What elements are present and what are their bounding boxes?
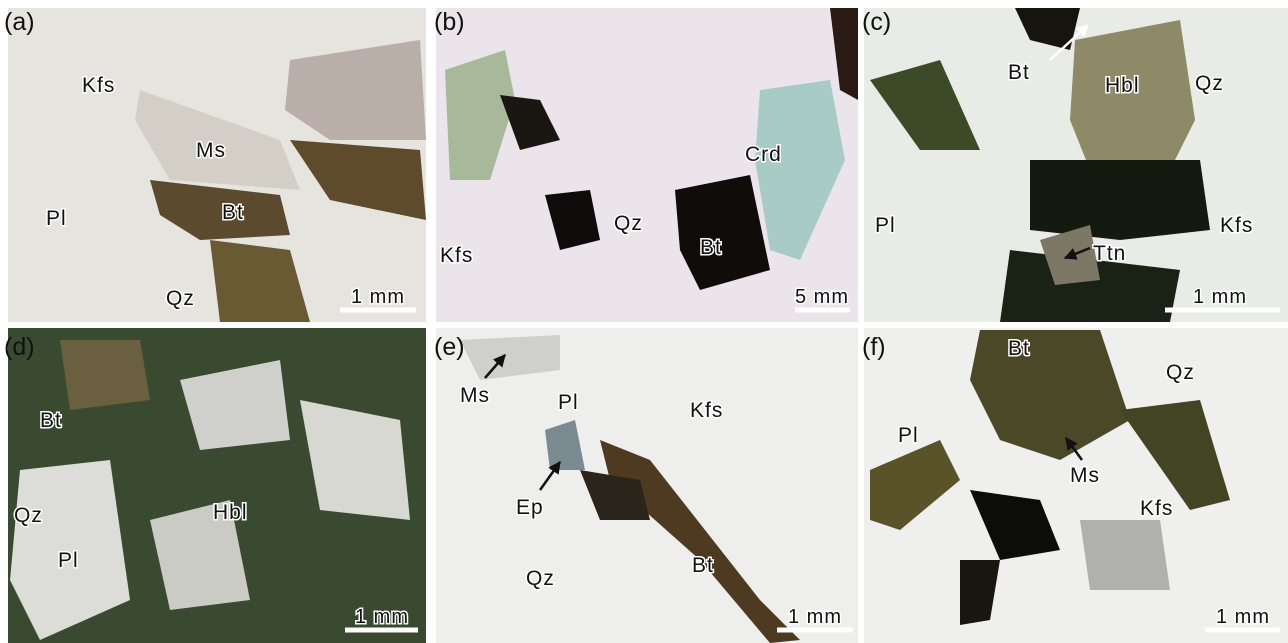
mineral-label: Pl <box>898 424 919 447</box>
mineral-label: Kfs <box>1220 214 1253 237</box>
scale-label: 1 mm <box>788 606 842 628</box>
mineral-label: Kfs <box>690 399 723 422</box>
figure: (a) Kfs Ms Pl Bt Qz 1 mm (b) Crd Qz Bt K… <box>0 0 1288 643</box>
mineral-label: Pl <box>875 214 896 237</box>
mineral-label: Kfs <box>82 74 115 97</box>
scale-label: 1 mm <box>1193 286 1247 308</box>
mineral-label: Crd <box>745 143 782 166</box>
mineral-label: Qz <box>166 287 195 310</box>
mineral-label: Hbl <box>213 501 248 524</box>
grain <box>1030 160 1210 240</box>
mineral-label: Bt <box>222 201 244 224</box>
grain <box>60 340 150 410</box>
mineral-label: Ep <box>516 496 544 519</box>
micrograph-b <box>436 8 858 322</box>
scale-label: 5 mm <box>795 286 849 308</box>
scale-label: 1 mm <box>355 606 409 628</box>
mineral-label: Pl <box>558 391 579 414</box>
mineral-label: Ms <box>196 139 226 162</box>
mineral-label: Qz <box>526 567 555 590</box>
mineral-label: Qz <box>614 212 643 235</box>
mineral-label: Ms <box>460 384 490 407</box>
micrograph-a <box>8 8 426 322</box>
mineral-label: Bt <box>692 554 714 577</box>
panel-label: (d) <box>4 333 35 361</box>
mineral-label: Pl <box>58 549 79 572</box>
micrograph-c <box>864 8 1288 322</box>
scale-label: 1 mm <box>1216 606 1270 628</box>
mineral-label: Ms <box>1070 464 1100 487</box>
mineral-label: Pl <box>46 207 67 230</box>
panel-label: (e) <box>434 333 465 361</box>
mineral-label: Hbl <box>1105 74 1140 97</box>
mineral-label: Bt <box>40 409 62 432</box>
scale-label: 1 mm <box>351 286 405 308</box>
mineral-label: Qz <box>1166 361 1195 384</box>
mineral-label: Bt <box>1008 337 1030 360</box>
panel-label: (c) <box>862 8 891 36</box>
mineral-label: Kfs <box>1140 497 1173 520</box>
mineral-label: Qz <box>1195 72 1224 95</box>
panel-label: (b) <box>434 8 465 36</box>
panel-label: (a) <box>4 8 35 36</box>
mineral-label: Qz <box>14 504 43 527</box>
mineral-label: Ttn <box>1093 242 1126 265</box>
grain <box>1080 520 1170 590</box>
mineral-label: Bt <box>700 236 722 259</box>
micrograph-e <box>436 328 858 643</box>
micrograph-d <box>8 328 426 643</box>
mineral-label: Kfs <box>440 244 473 267</box>
panel-label: (f) <box>862 333 886 361</box>
mineral-label: Bt <box>1008 61 1030 84</box>
